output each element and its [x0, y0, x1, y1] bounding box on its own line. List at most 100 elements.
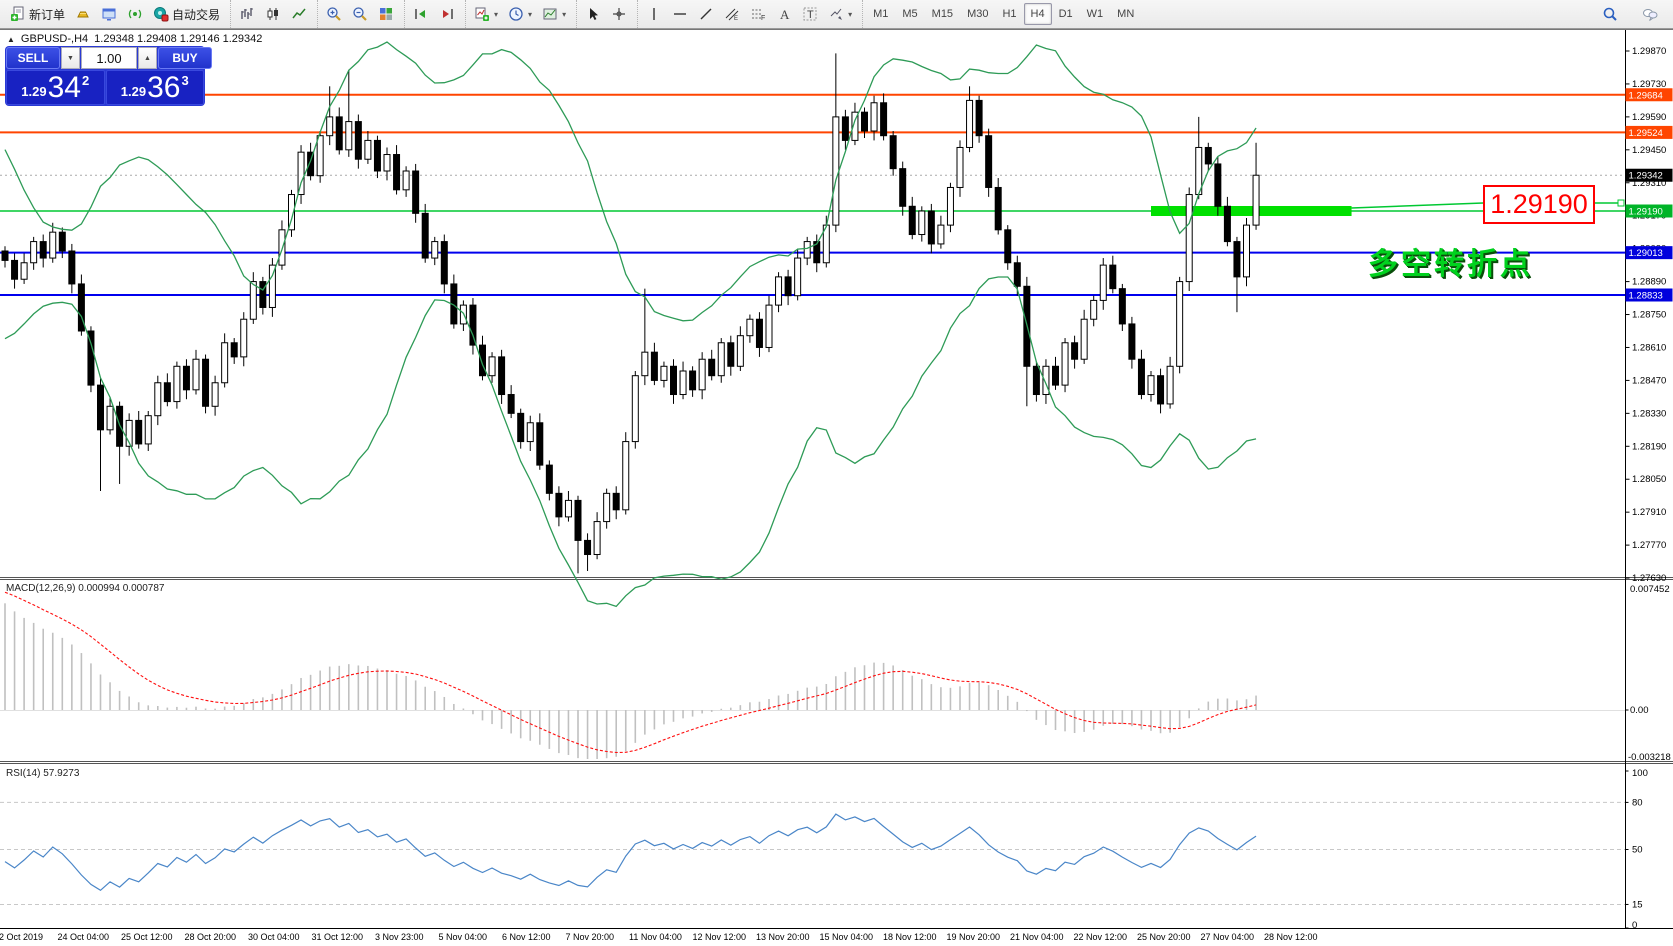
svg-text:A: A	[780, 7, 790, 22]
tf-h1[interactable]: H1	[995, 3, 1023, 25]
svg-text:F: F	[761, 15, 765, 22]
time-label: 12 Nov 12:00	[692, 932, 747, 942]
hline-button[interactable]	[667, 2, 693, 26]
tf-d1[interactable]: D1	[1052, 3, 1080, 25]
candles-icon	[265, 6, 281, 22]
zoom-out-button[interactable]	[347, 2, 373, 26]
dropdown-caret-icon[interactable]: ▾	[848, 9, 853, 19]
chart-ohlc-header: ▲ GBPUSD-,H4 1.29348 1.29408 1.29146 1.2…	[7, 33, 262, 45]
chat-button[interactable]	[1637, 2, 1663, 26]
templates-button[interactable]: ▾	[537, 2, 571, 26]
bar-chart-icon	[239, 6, 255, 22]
time-label: 28 Nov 12:00	[1264, 932, 1318, 942]
toolbar-group-chart-type	[230, 0, 315, 28]
tf-m30[interactable]: M30	[960, 3, 995, 25]
symbol-period-label: GBPUSD-,H4	[20, 33, 89, 45]
buy-button[interactable]: BUY	[158, 47, 212, 69]
time-label: 24 Oct 04:00	[57, 932, 110, 942]
one-click-trading-panel: SELL ▼ ▲ BUY 1.29 34 2 1.29 36 3	[5, 46, 212, 106]
indicators-button[interactable]: ▾	[469, 2, 503, 26]
buy-price-prefix: 1.29	[120, 84, 147, 99]
label-button[interactable]: T	[797, 2, 823, 26]
tf-h4[interactable]: H4	[1023, 3, 1052, 25]
tf-w1[interactable]: W1	[1080, 3, 1111, 25]
crosshair-button[interactable]	[606, 2, 632, 26]
buy-price-pipette: 3	[181, 73, 189, 88]
channel-icon: E	[724, 6, 740, 22]
volume-increase-button[interactable]: ▲	[138, 47, 157, 69]
zoom-in-button[interactable]	[321, 2, 347, 26]
cursor-button[interactable]	[580, 2, 606, 26]
arrows-button[interactable]: ▾	[823, 2, 857, 26]
tf-mn[interactable]: MN	[1110, 3, 1141, 25]
line-chart-button[interactable]	[286, 2, 312, 26]
autotrading-button[interactable]: 自动交易	[148, 2, 225, 26]
autotrading-button-label: 自动交易	[172, 7, 221, 22]
time-label: 25 Oct 12:00	[121, 932, 173, 942]
dropdown-caret-icon[interactable]: ▾	[528, 9, 533, 19]
svg-text:1.29310: 1.29310	[1632, 178, 1666, 189]
sell-button[interactable]: SELL	[6, 47, 60, 69]
toolbar-group-insert: ▾ ▾ ▾	[465, 0, 574, 28]
tf-m1[interactable]: M1	[866, 3, 895, 25]
rsi-indicator-label: RSI(14) 57.9273	[6, 768, 80, 779]
autotrade-icon	[153, 6, 169, 22]
vline-button[interactable]	[641, 2, 667, 26]
tf-m15[interactable]: M15	[925, 3, 960, 25]
vline-icon	[646, 6, 662, 22]
trendline-button[interactable]	[693, 2, 719, 26]
svg-text:1.27910: 1.27910	[1632, 507, 1666, 518]
time-label: 21 Nov 04:00	[1010, 932, 1064, 942]
market-watch-button[interactable]	[70, 2, 96, 26]
svg-text:-0.003218: -0.003218	[1628, 752, 1671, 763]
dropdown-caret-icon[interactable]: ▾	[494, 9, 499, 19]
tf-m5[interactable]: M5	[895, 3, 924, 25]
tf-d1-label: D1	[1058, 8, 1073, 20]
time-axis[interactable]: 22 Oct 2019 24 Oct 04:00 25 Oct 12:00 28 Oc…	[0, 929, 1673, 946]
dropdown-caret-icon[interactable]: ▾	[562, 9, 567, 19]
channel-button[interactable]: E	[719, 2, 745, 26]
time-label: 7 Nov 20:00	[565, 932, 615, 942]
volume-decrease-button[interactable]: ▼	[61, 47, 80, 69]
tile-icon	[378, 6, 394, 22]
ohlc-values: 1.29348 1.29408 1.29146 1.29342	[94, 33, 263, 45]
svg-text:0.007452: 0.007452	[1630, 584, 1670, 595]
sell-price-button[interactable]: 1.29 34 2	[6, 70, 105, 105]
time-label: 18 Nov 12:00	[883, 932, 937, 942]
time-label: 6 Nov 12:00	[502, 932, 551, 942]
periods-button[interactable]: ▾	[503, 2, 537, 26]
cursor-icon	[585, 6, 601, 22]
time-label: 3 Nov 23:00	[375, 932, 424, 942]
svg-text:1.27770: 1.27770	[1632, 540, 1666, 551]
svg-text:1.27630: 1.27630	[1632, 573, 1666, 584]
new-order-button[interactable]: 新订单	[5, 2, 70, 26]
signals-button[interactable]	[122, 2, 148, 26]
text-button[interactable]: A	[771, 2, 797, 26]
svg-text:15: 15	[1632, 899, 1643, 910]
svg-text:0: 0	[1632, 920, 1637, 931]
search-button[interactable]	[1597, 2, 1623, 26]
svg-text:1.29342: 1.29342	[1629, 171, 1663, 182]
price-level-text-object[interactable]: 1.29190	[1483, 185, 1595, 224]
time-label: 22 Oct 2019	[0, 932, 44, 942]
svg-text:1.29590: 1.29590	[1632, 112, 1666, 123]
chart-shift-button[interactable]	[434, 2, 460, 26]
tile-windows-button[interactable]	[373, 2, 399, 26]
auto-scroll-button[interactable]	[408, 2, 434, 26]
turning-point-annotation[interactable]: 多空转折点	[1368, 248, 1533, 281]
fibonacci-button[interactable]: F	[745, 2, 771, 26]
bar-chart-button[interactable]	[234, 2, 260, 26]
monitor-icon	[101, 6, 117, 22]
symbol-expand-icon[interactable]: ▲	[7, 34, 15, 44]
label-t-icon: T	[802, 6, 818, 22]
svg-text:1.28750: 1.28750	[1632, 310, 1666, 321]
sell-price-prefix: 1.29	[21, 84, 47, 99]
tf-w1-label: W1	[1086, 8, 1104, 20]
data-window-button[interactable]	[96, 2, 122, 26]
tf-m5-label: M5	[902, 8, 918, 20]
candlestick-button[interactable]	[260, 2, 286, 26]
volume-input[interactable]	[81, 47, 137, 69]
buy-price-button[interactable]: 1.29 36 3	[105, 70, 204, 105]
